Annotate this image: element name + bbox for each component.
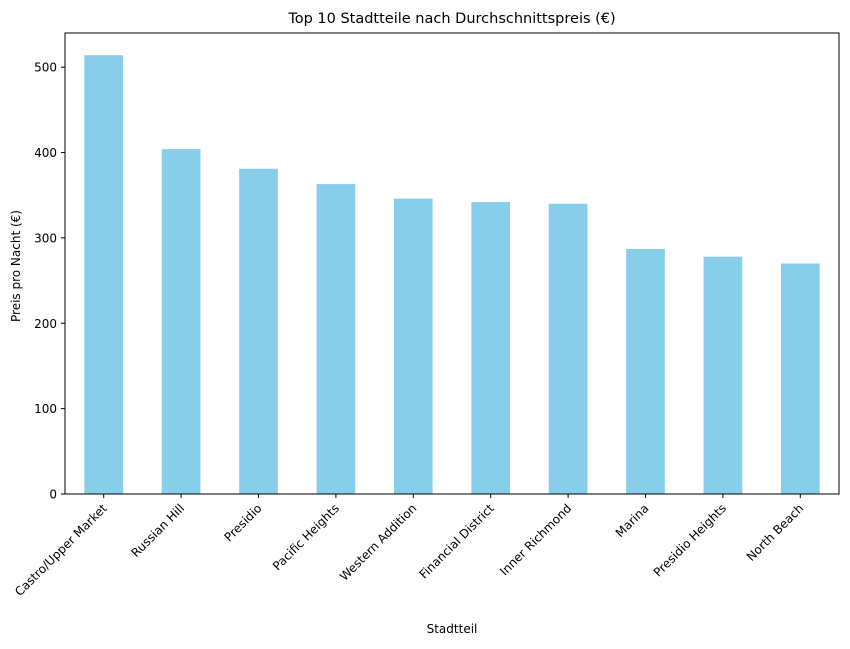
x-tick-label: Castro/Upper Market [12,501,110,599]
bar-0 [84,55,124,495]
x-tick-label: Marina [613,501,652,540]
bar-1 [161,149,201,494]
x-tick-label: Inner Richmond [497,501,574,578]
bar-9 [780,263,820,494]
x-axis-label: Stadtteil [427,622,478,636]
x-tick-label: Presidio Heights [651,501,729,579]
bar-7 [626,248,665,494]
bar-4 [393,198,433,494]
bar-6 [548,203,588,495]
chart-title: Top 10 Stadtteile nach Durchschnittsprei… [287,11,615,27]
y-axis-label: Preis pro Nacht (€) [9,210,23,322]
x-tick-label: Pacific Heights [270,501,342,573]
bar-3 [316,184,356,494]
x-tick-label: Russian Hill [128,501,187,560]
x-tick-label: Western Addition [337,501,419,583]
x-tick-label: North Beach [744,501,807,564]
y-tick-label: 400 [34,146,57,160]
bar-5 [471,202,511,495]
bar-2 [239,168,278,494]
y-tick-label: 300 [34,231,57,245]
x-tick-label: Presidio [222,501,265,544]
bar-8 [703,256,743,494]
y-tick-label: 200 [34,317,57,331]
y-tick-label: 100 [34,402,57,416]
plot-frame [64,32,840,495]
y-tick-label: 500 [34,61,57,75]
x-tick-label: Financial District [417,501,497,581]
y-tick-label: 0 [49,488,57,502]
